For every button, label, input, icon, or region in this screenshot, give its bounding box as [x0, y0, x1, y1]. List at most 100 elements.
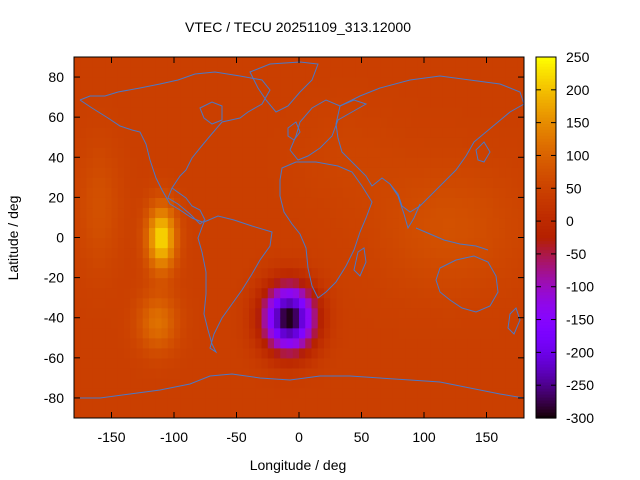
heatmap-cell — [411, 117, 419, 128]
heatmap-cell — [186, 287, 194, 299]
heatmap-cell — [167, 327, 175, 339]
heatmap-cell — [217, 327, 225, 339]
heatmap-cell — [386, 387, 394, 399]
heatmap-cell — [467, 277, 475, 289]
heatmap-cell — [386, 227, 394, 239]
heatmap-cell — [467, 67, 475, 78]
heatmap-cell — [117, 267, 125, 279]
heatmap-cell — [174, 257, 181, 269]
heatmap-cell — [461, 377, 469, 389]
heatmap-cell — [280, 267, 288, 279]
heatmap-cell — [199, 257, 206, 269]
heatmap-cell — [374, 177, 381, 188]
heatmap-cell — [292, 297, 300, 309]
heatmap-cell — [392, 347, 400, 359]
heatmap-cell — [174, 397, 181, 409]
heatmap-cell — [80, 287, 88, 299]
heatmap-cell — [392, 337, 400, 349]
heatmap-cell — [180, 377, 188, 389]
colorbar-segment — [536, 282, 556, 287]
heatmap-cell — [305, 57, 313, 68]
heatmap-cell — [261, 187, 269, 198]
heatmap-cell — [211, 157, 219, 168]
heatmap-cell — [105, 317, 113, 329]
heatmap-cell — [411, 67, 419, 78]
heatmap-cell — [442, 147, 450, 158]
heatmap-cell — [311, 107, 319, 118]
heatmap-cell — [124, 217, 131, 229]
colorbar-segment — [536, 318, 556, 323]
heatmap-cell — [405, 107, 413, 118]
heatmap-cell — [405, 317, 413, 329]
heatmap-cell — [205, 387, 213, 399]
heatmap-cell — [261, 197, 269, 209]
heatmap-cell — [405, 267, 413, 279]
heatmap-cell — [99, 317, 106, 329]
heatmap-cell — [105, 167, 113, 178]
heatmap-cell — [199, 87, 206, 98]
heatmap-cell — [367, 337, 375, 349]
heatmap-cell — [167, 267, 175, 279]
heatmap-cell — [311, 197, 319, 209]
heatmap-cell — [330, 257, 338, 269]
heatmap-cell — [367, 387, 375, 399]
heatmap-cell — [336, 357, 344, 369]
heatmap-cell — [417, 367, 425, 379]
heatmap-cell — [99, 277, 106, 289]
heatmap-cell — [324, 387, 331, 399]
heatmap-cell — [505, 57, 513, 68]
heatmap-cell — [99, 137, 106, 148]
heatmap-cell — [149, 197, 156, 209]
heatmap-cell — [74, 247, 81, 259]
heatmap-cell — [436, 167, 444, 178]
heatmap-cell — [99, 57, 106, 68]
heatmap-cell — [499, 357, 506, 369]
heatmap-cell — [342, 227, 350, 239]
heatmap-cell — [74, 237, 81, 249]
heatmap-cell — [161, 377, 169, 389]
heatmap-cell — [336, 127, 344, 138]
heatmap-cell — [142, 107, 150, 118]
heatmap-cell — [392, 387, 400, 399]
heatmap-cell — [174, 297, 181, 309]
heatmap-cell — [261, 57, 269, 68]
heatmap-cell — [317, 287, 325, 299]
heatmap-cell — [399, 307, 406, 319]
heatmap-cell — [86, 387, 94, 399]
heatmap-cell — [136, 227, 144, 239]
colorbar-segment — [536, 291, 556, 296]
heatmap-cell — [274, 277, 281, 289]
heatmap-cell — [117, 347, 125, 359]
heatmap-cell — [405, 127, 413, 138]
colorbar-segment — [536, 264, 556, 269]
heatmap-cell — [255, 167, 263, 178]
heatmap-cell — [492, 117, 500, 128]
heatmap-cell — [380, 77, 388, 88]
heatmap-cell — [149, 117, 156, 128]
heatmap-cell — [155, 357, 163, 369]
heatmap-cell — [267, 387, 275, 399]
heatmap-cell — [299, 337, 306, 349]
coastline-north-america-west — [79, 99, 203, 223]
heatmap-cell — [492, 267, 500, 279]
heatmap-cell — [174, 277, 181, 289]
heatmap-cell — [455, 107, 463, 118]
heatmap-cell — [305, 277, 313, 289]
heatmap-cell — [411, 237, 419, 249]
heatmap-cell — [105, 267, 113, 279]
heatmap-cell — [161, 297, 169, 309]
heatmap-cell — [105, 257, 113, 269]
heatmap-cell — [430, 277, 438, 289]
heatmap-cell — [92, 357, 100, 369]
coastline-europe — [289, 99, 368, 161]
heatmap-cell — [342, 57, 350, 68]
heatmap-cell — [486, 327, 494, 339]
heatmap-cell — [286, 137, 294, 148]
heatmap-cell — [205, 377, 213, 389]
heatmap-cell — [311, 137, 319, 148]
heatmap-cell — [111, 317, 119, 329]
heatmap-cell — [511, 387, 519, 399]
heatmap-cell — [505, 257, 513, 269]
heatmap-cell — [324, 337, 331, 349]
heatmap-cell — [417, 237, 425, 249]
